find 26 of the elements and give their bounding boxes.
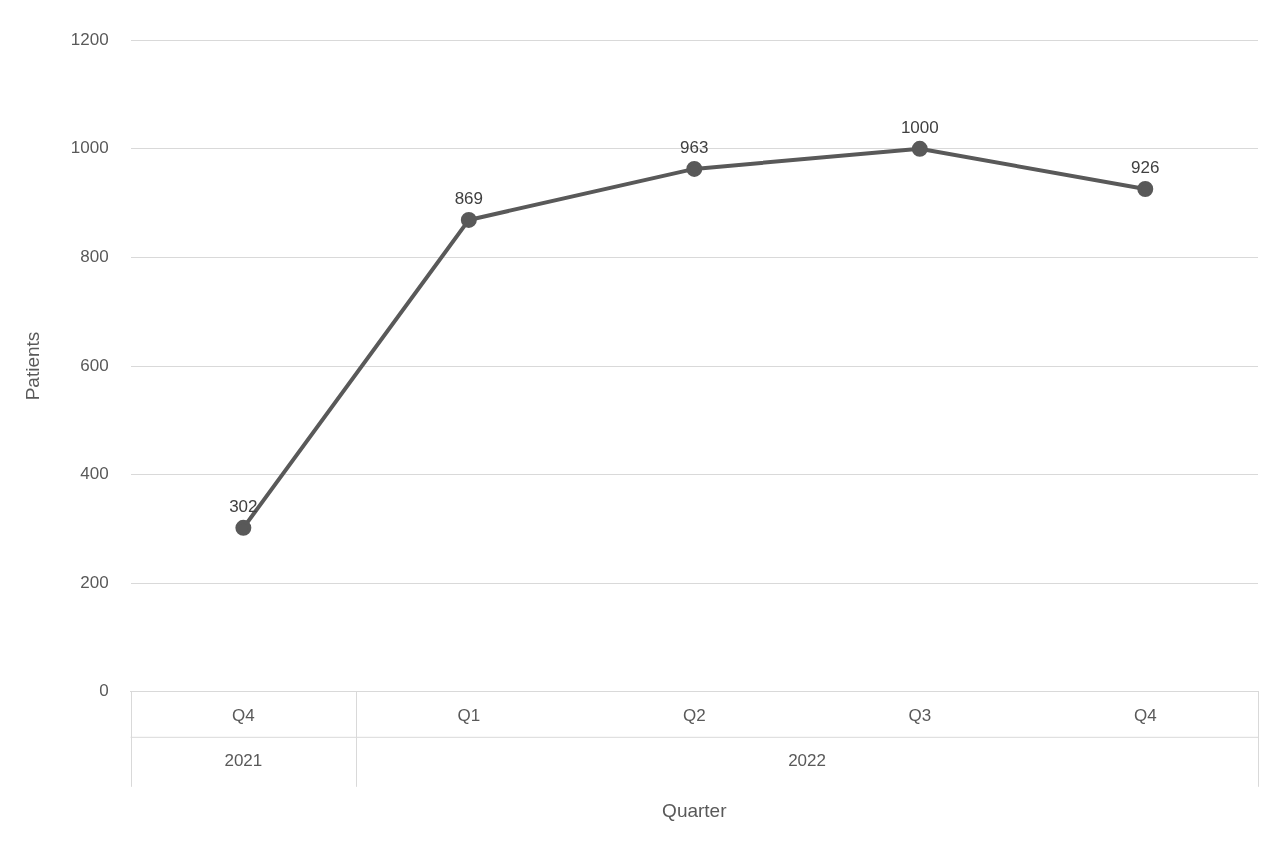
data-label: 869 [454,189,484,209]
y-tick-label: 1200 [70,29,109,49]
data-label: 926 [1131,158,1160,178]
x-tick-label: Q3 [908,705,932,725]
y-tick-label: 1000 [70,138,109,158]
x-tick-label: Q2 [682,705,706,725]
x-axis-title: Quarter [662,799,728,821]
y-tick-label: 600 [80,355,109,375]
y-tick-label: 200 [80,572,109,592]
y-tick-label: 400 [80,464,109,484]
text: 2022 [788,751,826,771]
data-label: 963 [680,138,709,158]
x-tick-label: Q1 [457,705,481,725]
point [911,140,928,157]
x-tick-label: Q4 [1133,705,1157,725]
y-tick-label: 0 [99,681,109,701]
x-tick-label: Q4 [232,705,255,725]
data-label: 302 [229,497,258,516]
point [235,519,252,536]
point [686,160,703,177]
y-tick-label: 800 [80,247,109,267]
y-axis-title: Patients [21,331,43,401]
point [460,211,477,228]
point [1137,180,1154,197]
data-label: 1000 [900,117,939,137]
text: 2021 [224,751,263,771]
